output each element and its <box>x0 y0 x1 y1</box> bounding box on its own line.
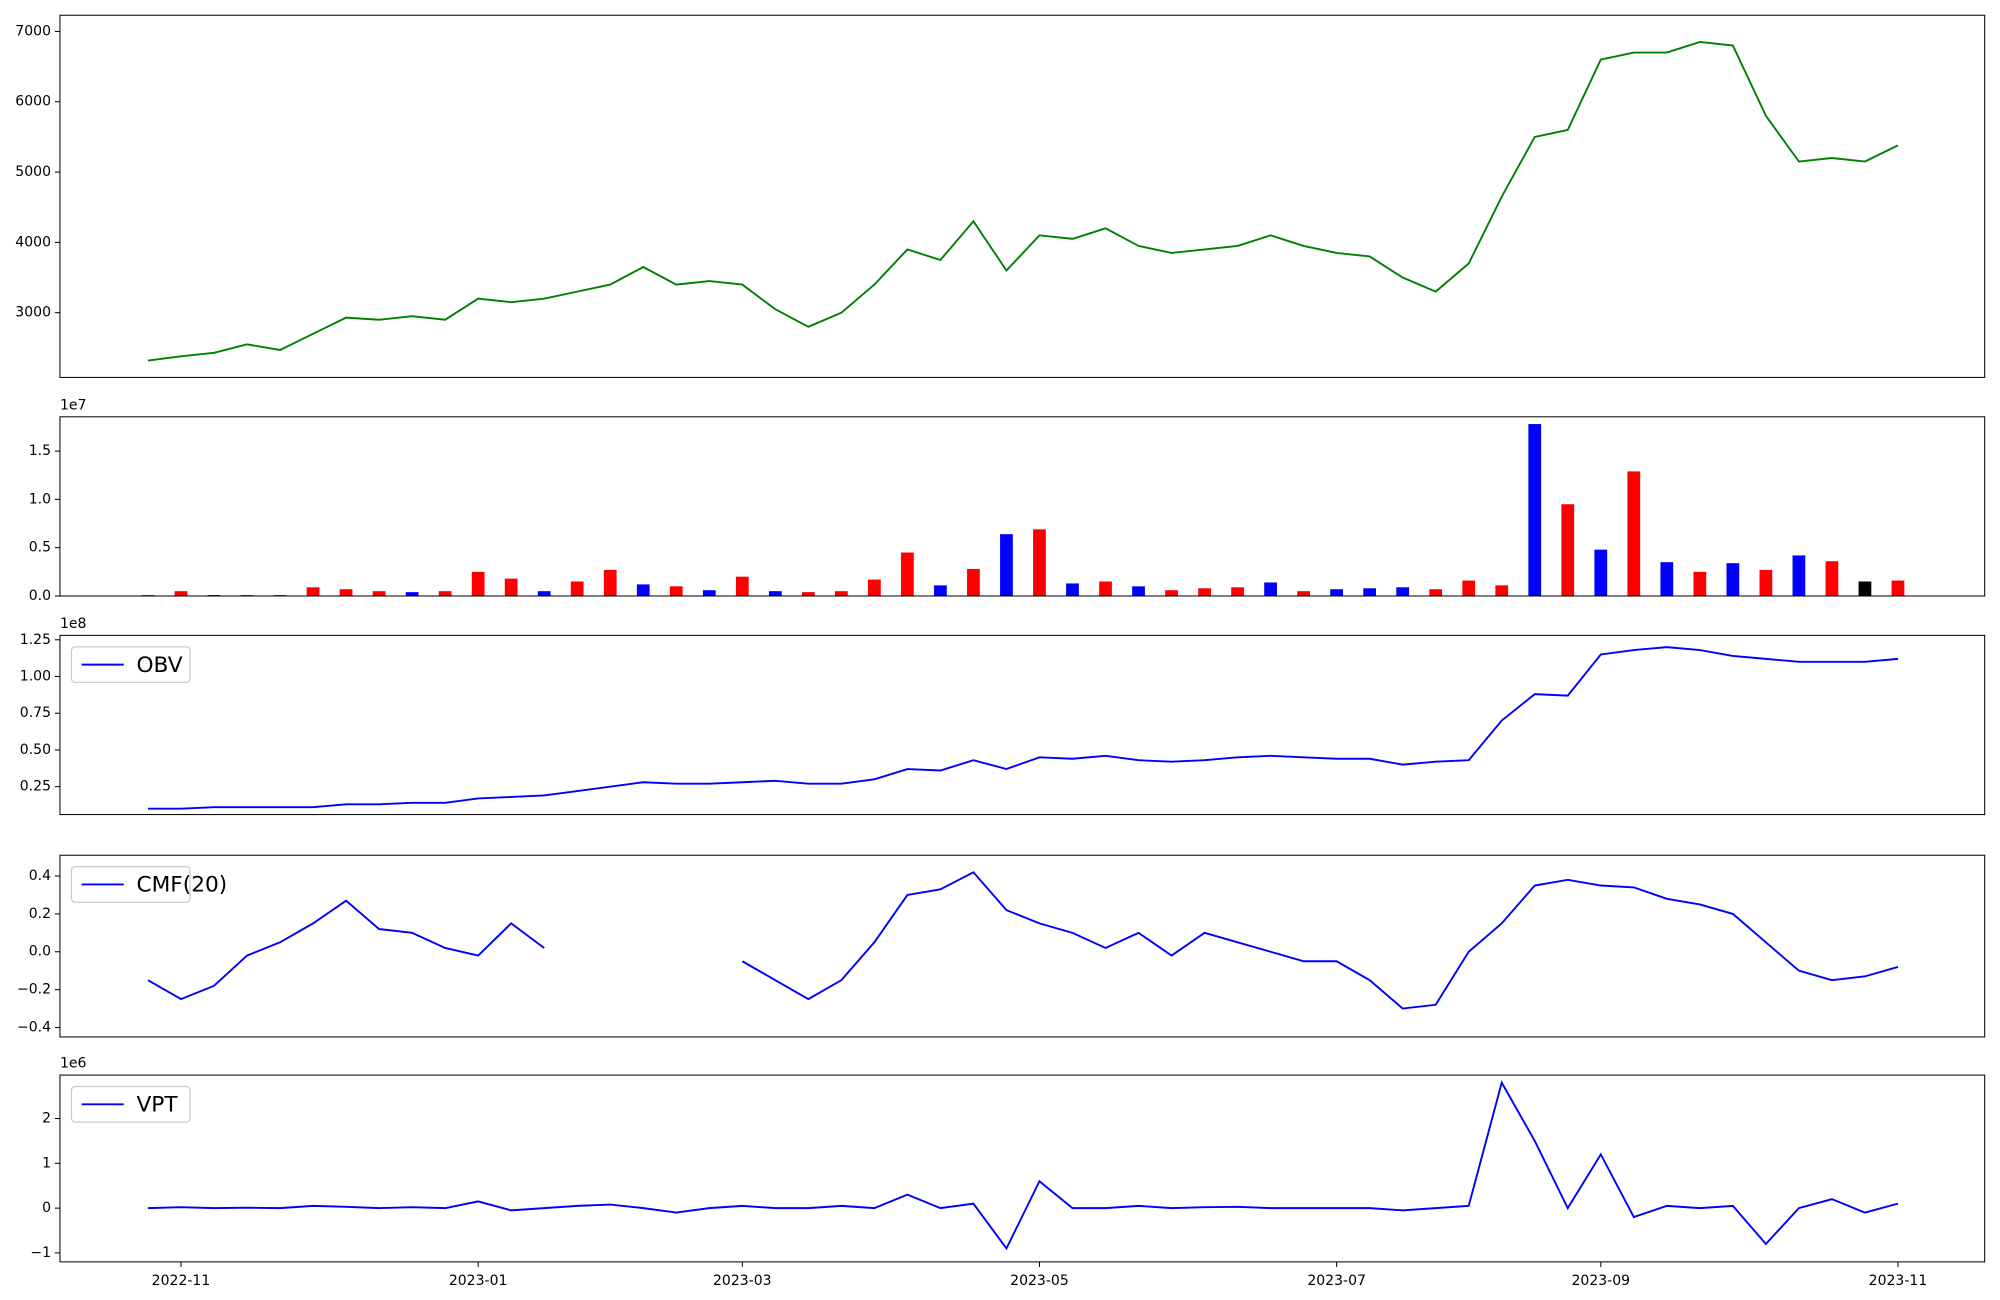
bar <box>934 585 947 596</box>
x-tick-label: 2023-09 <box>1571 1273 1630 1289</box>
bar <box>603 569 617 596</box>
offset-label: 1e8 <box>60 616 86 632</box>
bar <box>1792 555 1806 596</box>
bar <box>570 581 584 596</box>
y-tick-label: 0.4 <box>29 868 51 884</box>
y-tick-label: 1.25 <box>20 632 51 648</box>
bar <box>636 584 650 596</box>
bar <box>1858 581 1872 596</box>
legend-box <box>70 866 191 903</box>
y-tick-label: 0.0 <box>29 588 51 604</box>
y-tick-label: 0.50 <box>20 742 51 758</box>
bar <box>1693 571 1707 596</box>
bar <box>1297 591 1310 596</box>
bar <box>735 576 749 596</box>
y-tick-label: 1.5 <box>29 443 51 459</box>
y-tick-label: 3000 <box>15 305 51 321</box>
y-tick-label: 0.0 <box>29 944 51 960</box>
bar <box>1495 585 1509 596</box>
axes-frame <box>59 416 1986 597</box>
bar <box>306 587 320 596</box>
bar <box>1330 589 1344 596</box>
bar <box>405 592 419 596</box>
bar <box>174 591 188 596</box>
axes-frame <box>59 854 1986 1038</box>
x-tick-label: 2023-11 <box>1869 1273 1928 1289</box>
axes-frame <box>59 634 1986 816</box>
series-line <box>147 646 1899 810</box>
bar <box>504 578 518 596</box>
y-tick-label: −0.2 <box>17 982 51 998</box>
bar <box>1726 563 1740 596</box>
bar <box>1231 587 1244 596</box>
y-tick-label: 0 <box>42 1200 51 1216</box>
offset-label: 1e6 <box>60 1056 87 1072</box>
axes-frame <box>59 1074 1986 1263</box>
bar <box>1033 529 1046 596</box>
y-tick-label: 1 <box>42 1155 51 1171</box>
y-tick-label: 4000 <box>15 234 51 250</box>
bar <box>768 591 782 596</box>
bar <box>1528 424 1542 596</box>
y-tick-label: −1 <box>30 1245 51 1261</box>
bar <box>1891 580 1905 596</box>
bar <box>1660 562 1674 596</box>
y-tick-label: −0.4 <box>17 1020 51 1036</box>
bar <box>537 591 551 596</box>
y-tick-label: 0.5 <box>29 540 51 556</box>
legend-label: VPT <box>136 1093 178 1118</box>
bar <box>438 591 452 596</box>
bar <box>801 592 815 596</box>
bar <box>1759 569 1773 596</box>
bar <box>1165 590 1178 596</box>
bar <box>1462 580 1476 596</box>
y-tick-label: 6000 <box>15 94 51 110</box>
y-tick-label: 0.75 <box>20 705 51 721</box>
legend-box <box>70 1085 191 1123</box>
bar <box>1198 588 1211 596</box>
bar <box>339 589 353 596</box>
x-tick-label: 2023-03 <box>713 1273 772 1289</box>
bar <box>967 568 980 596</box>
legend-label: CMF(20) <box>136 873 227 898</box>
legend-box <box>70 646 191 684</box>
bar <box>1363 588 1377 596</box>
bar <box>372 591 386 596</box>
bar <box>901 552 914 596</box>
y-tick-label: 7000 <box>15 23 51 39</box>
axes-frame <box>59 14 1986 378</box>
x-tick-label: 2023-07 <box>1307 1273 1366 1289</box>
bar <box>1561 504 1575 596</box>
y-tick-label: 0.25 <box>20 779 51 795</box>
y-tick-label: 1.0 <box>29 491 51 507</box>
bar <box>1000 534 1013 596</box>
bar <box>834 591 848 596</box>
bar <box>471 571 485 596</box>
bar <box>1264 582 1277 596</box>
bar <box>1429 589 1443 596</box>
bar <box>867 579 881 596</box>
offset-label: 1e7 <box>60 397 86 413</box>
bar <box>1825 561 1839 596</box>
series-line <box>147 871 1899 1010</box>
bar <box>1099 581 1112 596</box>
series-line <box>147 41 1899 362</box>
y-tick-label: 1.00 <box>20 669 51 685</box>
y-tick-label: 5000 <box>15 164 51 180</box>
bar <box>669 586 683 596</box>
bar <box>1594 549 1608 596</box>
x-tick-label: 2022-11 <box>152 1273 211 1289</box>
x-tick-label: 2023-01 <box>449 1273 508 1289</box>
y-tick-label: 0.2 <box>29 906 51 922</box>
y-tick-label: 2 <box>42 1111 51 1127</box>
series-line <box>147 1080 1899 1251</box>
bar <box>1132 586 1145 596</box>
bar <box>1066 583 1079 596</box>
bar <box>702 590 716 596</box>
bar <box>1396 587 1410 596</box>
bar <box>1627 471 1641 596</box>
x-tick-label: 2023-05 <box>1010 1273 1069 1289</box>
legend-label: OBV <box>136 653 182 678</box>
